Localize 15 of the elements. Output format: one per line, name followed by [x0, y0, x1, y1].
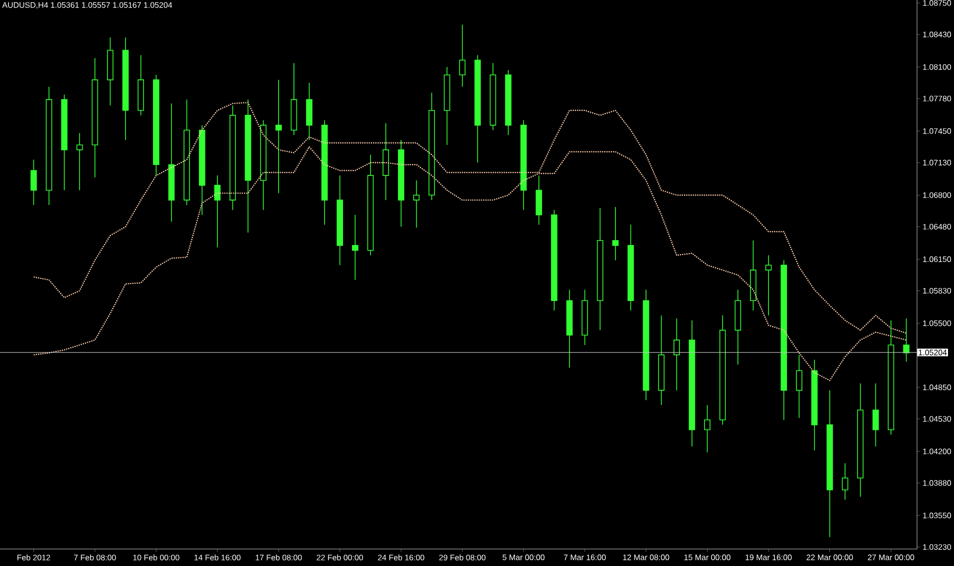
candlestick	[413, 180, 420, 228]
candlestick	[765, 254, 772, 316]
candlestick	[76, 132, 83, 191]
candlestick	[842, 462, 848, 500]
candlestick	[352, 214, 358, 280]
candlestick	[674, 318, 680, 391]
candlestick	[872, 383, 879, 447]
candlestick	[796, 354, 802, 418]
candlestick	[903, 318, 910, 362]
candlestick	[214, 175, 221, 248]
candlestick	[704, 404, 710, 453]
candlestick	[612, 206, 619, 261]
candlestick	[30, 159, 37, 206]
candlestick	[275, 79, 282, 194]
candlestick	[459, 24, 466, 88]
